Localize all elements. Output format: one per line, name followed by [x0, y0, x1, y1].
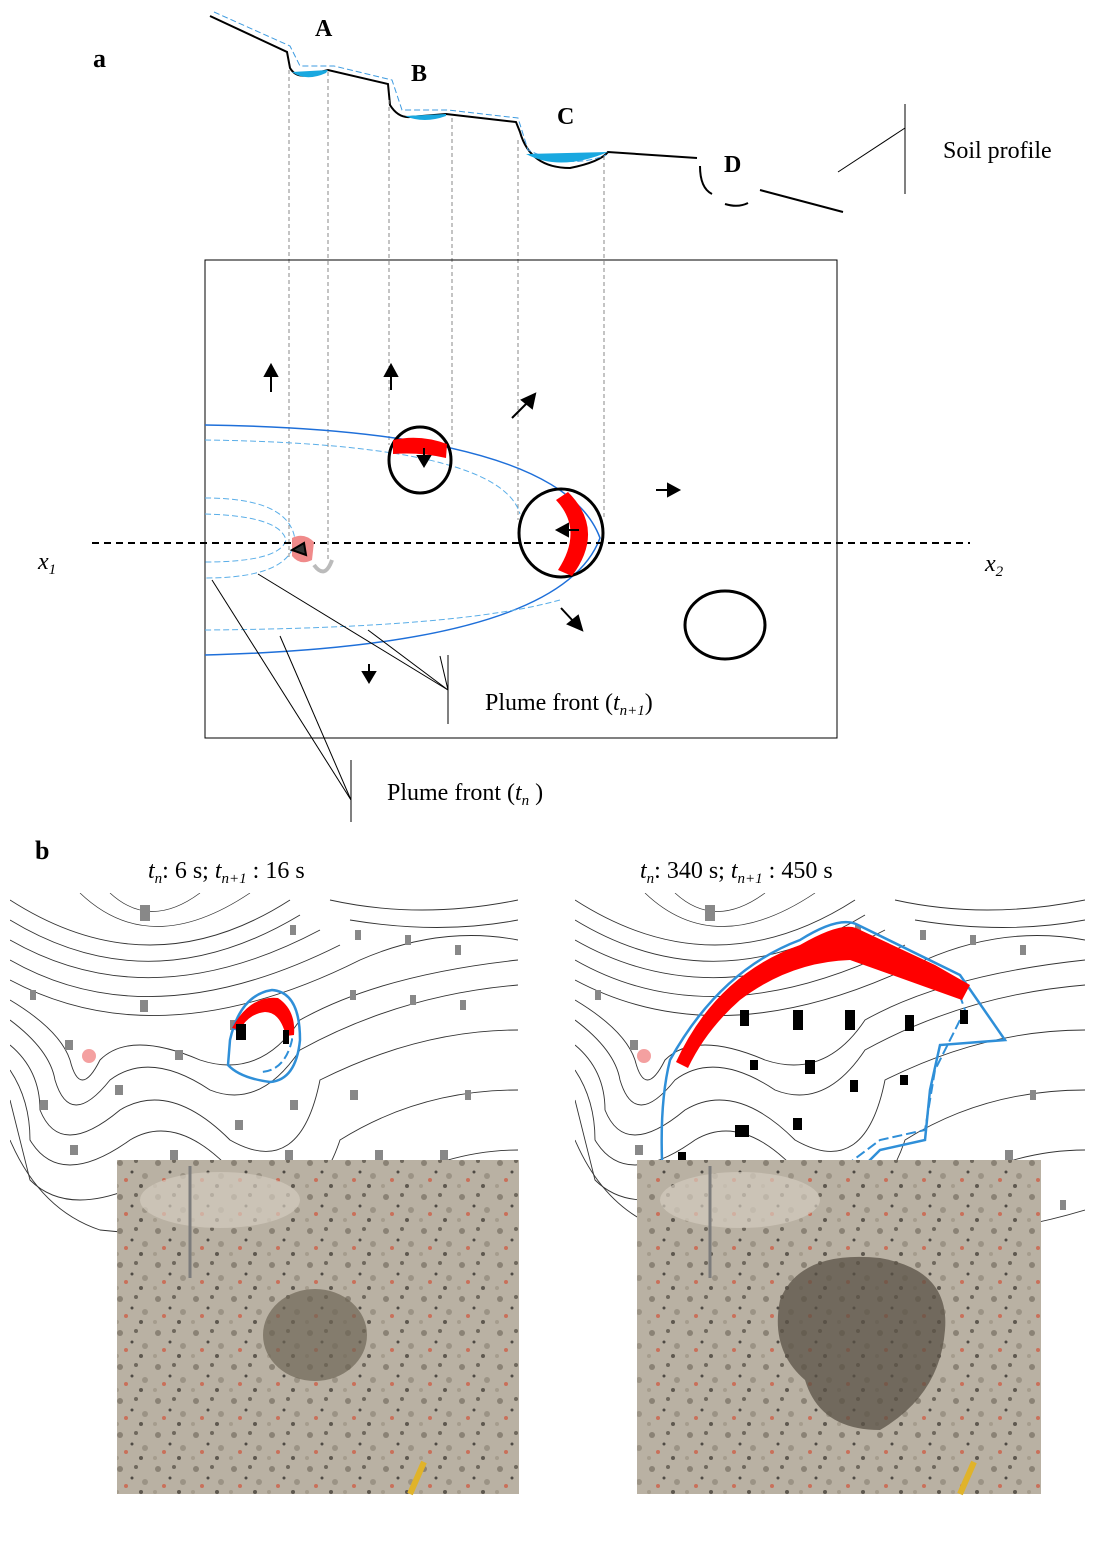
right-plume-outline: [660, 920, 1008, 1283]
axis-label-x2: x2: [985, 551, 1004, 580]
site-label-b: B: [411, 61, 428, 87]
site-label-c: C: [557, 104, 575, 130]
projection-lines: [288, 70, 605, 560]
right-soil-photo: [637, 1160, 1041, 1496]
depression-d: [683, 589, 767, 661]
depression-c: [517, 487, 605, 579]
left-contour-map: [10, 893, 518, 1241]
panel-a-letter: a: [93, 44, 106, 73]
right-plume-arrows: [678, 1010, 968, 1164]
soil-profile-label: Soil profile: [943, 138, 1052, 164]
axis-label-x1: x1: [38, 549, 57, 578]
left-plume-red: [232, 997, 295, 1036]
plume-front-now-label: Plume front (tn ): [387, 780, 544, 809]
depression-b: [387, 425, 453, 495]
pond-b: [405, 114, 446, 120]
right-plume-red: [676, 926, 970, 1068]
right-time-caption: tn: 340 s; tn+1 : 450 s: [640, 858, 833, 887]
left-plume-outline: [226, 988, 302, 1084]
pond-a: [292, 70, 328, 78]
left-soil-photo: [117, 1160, 519, 1496]
plume-front-outer: [204, 424, 601, 656]
left-flow-arrows: [30, 905, 471, 1160]
flow-arrows: [263, 362, 682, 684]
site-label-d: D: [724, 152, 742, 178]
site-label-a: A: [315, 16, 333, 42]
plume-front-next-label: Plume front (tn+1): [485, 690, 653, 719]
pond-c: [526, 152, 608, 163]
plan-view-frame: [204, 259, 838, 739]
water-table-line: [213, 11, 607, 162]
panel-b-letter: b: [35, 836, 50, 865]
left-time-caption: tn: 6 s; tn+1 : 16 s: [148, 858, 305, 887]
